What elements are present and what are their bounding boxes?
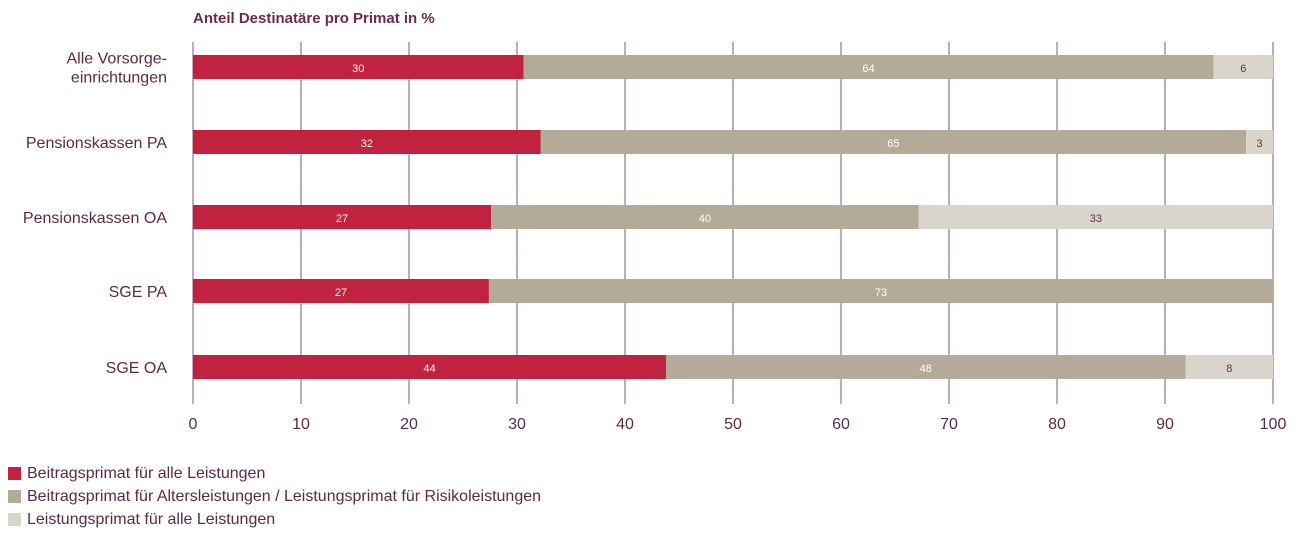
bar-segment — [1185, 355, 1273, 379]
legend-label: Leistungsprimat für alle Leistungen — [27, 510, 276, 528]
legend-label: Beitragsprimat für alle Leistungen — [27, 464, 266, 482]
data-label: 27 — [335, 287, 347, 299]
legend-item: Beitragsprimat für alle Leistungen — [8, 462, 541, 485]
category-label: Pensionskassen PA — [26, 135, 167, 152]
data-label: 27 — [336, 213, 348, 225]
legend-swatch — [8, 490, 21, 503]
x-tick-label: 10 — [292, 416, 310, 433]
data-label: 65 — [887, 138, 899, 150]
bar-segment — [193, 55, 524, 79]
category-label: Pensionskassen OA — [23, 210, 167, 227]
legend: Beitragsprimat für alle Leistungen Beitra… — [8, 462, 541, 531]
x-tick-label: 50 — [724, 416, 742, 433]
bar-segment — [1246, 130, 1273, 154]
bar-chart: 30 64 6 32 65 3 27 40 33 27 73 44 48 8 Alle Vorsorge-… — [23, 42, 1287, 433]
category-labels: Alle Vorsorge-einrichtungen Pensionskasse… — [23, 51, 167, 378]
x-tick-label: 0 — [189, 416, 198, 433]
x-tick-label: 20 — [400, 416, 418, 433]
category-label: einrichtungen — [71, 70, 167, 87]
x-tick-label: 100 — [1260, 416, 1287, 433]
x-tick-label: 80 — [1048, 416, 1066, 433]
bar-segment — [491, 205, 919, 229]
x-tick-label: 30 — [508, 416, 526, 433]
data-label: 33 — [1090, 213, 1102, 225]
category-label: SGE PA — [109, 284, 168, 301]
bar-segment — [193, 355, 667, 379]
legend-swatch — [8, 467, 21, 480]
x-tick-label: 40 — [616, 416, 634, 433]
data-label: 73 — [875, 287, 887, 299]
chart-title: Anteil Destinatäre pro Primat in % — [193, 10, 435, 27]
bar-segment — [918, 205, 1273, 229]
legend-item: Leistungsprimat für alle Leistungen — [8, 508, 541, 531]
legend-item: Beitragsprimat für Altersleistungen / Le… — [8, 485, 541, 508]
bar-segment — [193, 205, 492, 229]
value-labels: 30 64 6 32 65 3 27 40 33 27 73 44 48 8 — [335, 63, 1263, 375]
x-tick-label: 70 — [940, 416, 958, 433]
x-tick-label: 90 — [1156, 416, 1174, 433]
x-axis: 0 10 20 30 40 50 60 70 80 90 100 — [189, 416, 1287, 433]
x-tick-label: 60 — [832, 416, 850, 433]
data-label: 6 — [1240, 63, 1246, 75]
bar-segment — [666, 355, 1186, 379]
legend-swatch — [8, 513, 21, 526]
data-label: 48 — [920, 363, 932, 375]
data-label: 3 — [1256, 138, 1262, 150]
data-label: 32 — [361, 138, 373, 150]
bar-segment — [193, 279, 489, 303]
data-label: 8 — [1226, 363, 1232, 375]
data-label: 44 — [423, 363, 435, 375]
bar-segment — [523, 55, 1214, 79]
data-label: 30 — [352, 63, 364, 75]
data-label: 40 — [699, 213, 711, 225]
legend-label: Beitragsprimat für Altersleistungen / Le… — [27, 487, 542, 505]
category-label: Alle Vorsorge- — [67, 51, 168, 68]
bar-segment — [193, 130, 541, 154]
bars — [193, 55, 1273, 379]
data-label: 64 — [862, 63, 874, 75]
bar-segment — [488, 279, 1273, 303]
category-label: SGE OA — [106, 360, 168, 377]
bar-segment — [540, 130, 1246, 154]
bar-segment — [1213, 55, 1273, 79]
